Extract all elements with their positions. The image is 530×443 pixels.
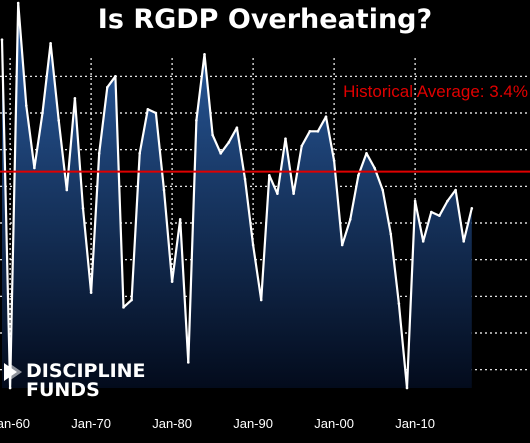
data-point — [332, 159, 336, 162]
data-point — [243, 177, 247, 181]
data-point — [381, 188, 385, 192]
data-point — [170, 280, 174, 283]
data-point — [73, 97, 77, 100]
data-point — [421, 240, 425, 243]
data-point — [365, 152, 368, 155]
data-point — [292, 192, 295, 195]
data-point — [106, 86, 109, 89]
x-tick-label: Jan-60 — [0, 416, 30, 431]
data-point — [138, 152, 141, 155]
data-point — [33, 166, 36, 170]
x-tick-label: Jan-00 — [314, 416, 354, 431]
data-point — [284, 137, 287, 140]
data-point — [162, 188, 166, 192]
data-point — [316, 130, 320, 133]
data-point — [81, 207, 85, 210]
data-point — [122, 306, 125, 309]
logo: DISCIPLINE FUNDS — [4, 360, 146, 401]
data-point — [227, 141, 231, 144]
data-point — [97, 152, 101, 155]
data-point — [65, 188, 69, 192]
chart-title: Is RGDP Overheating? — [97, 4, 433, 35]
data-point — [187, 361, 190, 364]
data-point — [203, 53, 206, 56]
data-point — [219, 152, 222, 155]
data-point — [438, 214, 441, 217]
data-point — [373, 166, 376, 170]
data-point — [25, 104, 28, 107]
data-point — [154, 111, 158, 115]
data-point — [0, 38, 4, 41]
x-tick-label: Jan-80 — [152, 416, 192, 431]
data-point — [16, 1, 20, 5]
data-point — [41, 111, 44, 115]
data-point — [235, 126, 239, 129]
average-annotation: Historical Average: 3.4% — [343, 82, 528, 101]
data-point — [211, 133, 214, 137]
data-point — [446, 199, 449, 203]
data-point — [397, 302, 401, 305]
data-point — [259, 298, 263, 302]
data-point — [405, 386, 409, 390]
logo-line1: DISCIPLINE — [26, 360, 146, 382]
data-point — [413, 199, 417, 203]
data-point — [470, 207, 474, 210]
data-point — [340, 243, 344, 247]
data-point — [300, 144, 304, 148]
data-point — [49, 42, 52, 45]
x-tick-label: Jan-10 — [395, 416, 435, 431]
data-point — [389, 232, 393, 236]
data-point — [357, 174, 360, 177]
data-point — [349, 218, 352, 221]
data-point — [268, 174, 271, 177]
data-point — [114, 75, 117, 78]
data-point — [251, 243, 255, 247]
data-point — [57, 119, 60, 122]
data-point — [178, 218, 182, 221]
data-point — [195, 119, 198, 122]
data-point — [89, 291, 93, 294]
data-point — [430, 210, 433, 214]
data-point — [324, 115, 328, 118]
data-point — [130, 298, 133, 302]
area-series — [2, 3, 472, 388]
data-point — [146, 108, 150, 111]
logo-icon — [4, 363, 22, 381]
logo-line2: FUNDS — [26, 379, 100, 401]
data-point — [8, 386, 12, 390]
x-tick-label: Jan-70 — [71, 416, 111, 431]
data-point — [276, 192, 279, 195]
data-point — [454, 188, 457, 192]
data-point — [308, 130, 312, 133]
data-point — [462, 240, 466, 243]
x-tick-label: Jan-90 — [233, 416, 273, 431]
